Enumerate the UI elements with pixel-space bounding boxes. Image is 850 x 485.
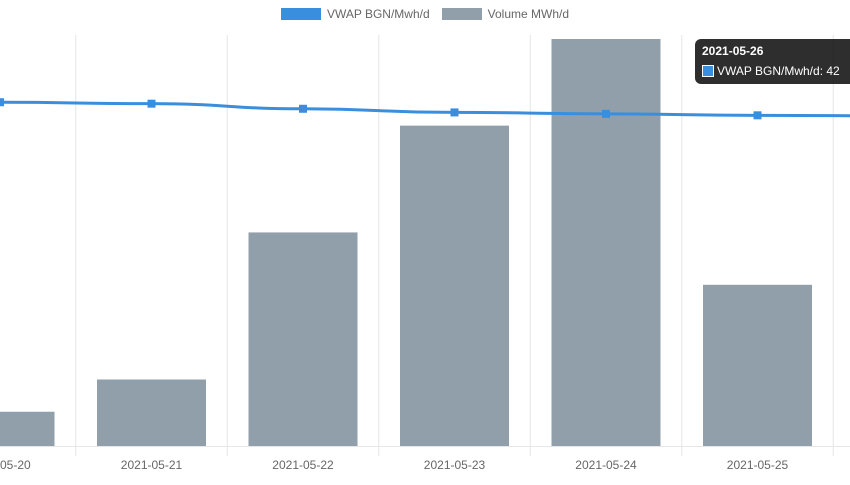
x-tick-label: 2021-05-25 [727, 458, 789, 472]
vwap-point[interactable] [299, 104, 307, 113]
vwap-point[interactable] [0, 98, 4, 107]
tooltip: 2021-05-26 VWAP BGN/Mwh/d: 42 [695, 39, 850, 84]
legend: VWAP BGN/Mwh/d Volume MWh/d [0, 7, 850, 21]
x-tick-label: 2021-05-22 [272, 458, 334, 472]
x-tick-label: 2021-05-21 [121, 458, 183, 472]
legend-item-volume[interactable]: Volume MWh/d [441, 7, 570, 21]
tooltip-row: VWAP BGN/Mwh/d: 42 [702, 64, 840, 78]
volume-bar[interactable] [703, 284, 812, 446]
vwap-line [0, 98, 850, 120]
volume-bar[interactable] [97, 379, 206, 446]
volume-bar[interactable] [248, 232, 358, 446]
x-tick-label: 2021-05-23 [424, 458, 486, 472]
legend-swatch-vwap [280, 8, 321, 20]
legend-label-vwap: VWAP BGN/Mwh/d [326, 7, 430, 21]
volume-bar[interactable] [0, 411, 55, 446]
legend-swatch-volume [441, 8, 482, 20]
vwap-point[interactable] [450, 108, 459, 117]
tooltip-title: 2021-05-26 [702, 44, 764, 58]
vwap-point[interactable] [753, 111, 762, 120]
vwap-point[interactable] [602, 109, 610, 118]
x-tick-label: 2021-05-24 [575, 458, 637, 472]
x-axis-ticks: 2021-05-20 2021-05-21 2021-05-22 2021-05-23… [0, 458, 789, 472]
vwap-point[interactable] [147, 99, 156, 108]
tooltip-swatch [702, 65, 714, 77]
legend-item-vwap[interactable]: VWAP BGN/Mwh/d [280, 7, 430, 21]
volume-bar[interactable] [400, 125, 509, 446]
vwap-series-line [0, 100, 850, 118]
volume-bar[interactable] [551, 39, 661, 446]
x-tick-label: 2021-05-20 [0, 458, 31, 472]
volume-bars [0, 39, 812, 446]
legend-label-volume: Volume MWh/d [487, 7, 570, 21]
tooltip-value: VWAP BGN/Mwh/d: 42 [717, 64, 840, 78]
